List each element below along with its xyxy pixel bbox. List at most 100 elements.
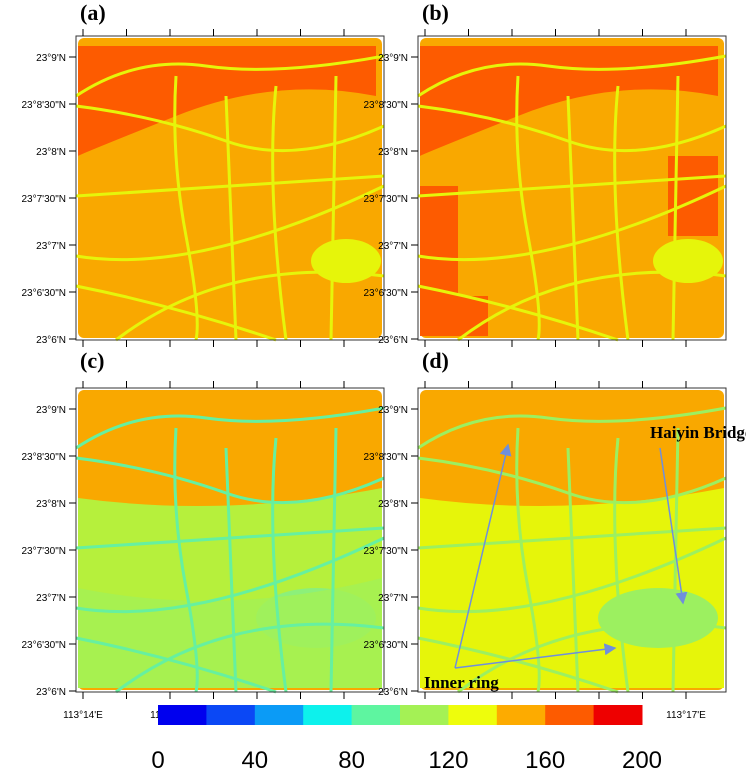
- road-line: [417, 184, 727, 262]
- panel-label-c: (c): [80, 348, 105, 373]
- map-panel-c: 23°9'N 23°8'30"N 23°8'N 23°7'30"N 23°7'N 23°6…: [22, 381, 385, 721]
- high-value-area: [420, 156, 718, 336]
- colorbar-tick-label: 0: [151, 747, 164, 774]
- colorbar-tick-label: 40: [241, 747, 268, 774]
- y-tick-label: 23°8'N: [36, 147, 66, 158]
- y-tick-label: 23°6'30"N: [22, 640, 67, 651]
- y-tick-label: 23°6'N: [378, 687, 408, 698]
- road-line: [566, 95, 580, 341]
- road-line: [75, 284, 277, 342]
- colorbar-swatch: [303, 705, 353, 725]
- road-line: [329, 75, 338, 341]
- lake-area: [311, 239, 381, 283]
- y-tick-label: 23°7'30"N: [22, 194, 67, 205]
- colorbar-swatch: [158, 705, 207, 725]
- map-panel-d: 23°9'N 23°8'30"N 23°8'N 23°7'30"N 23°7'N 23°6…: [364, 381, 727, 721]
- y-tick-label: 23°7'N: [378, 241, 408, 252]
- road-line: [457, 622, 727, 694]
- colorbar-swatch: [400, 705, 449, 725]
- colorbar-tick-label: 120: [428, 747, 468, 774]
- high-value-area: [419, 46, 718, 156]
- y-tick-label: 23°8'30"N: [364, 452, 409, 463]
- road-line: [75, 456, 385, 505]
- road-line: [417, 636, 619, 694]
- y-tick-label: 23°7'30"N: [364, 194, 409, 205]
- arrow: [454, 643, 617, 669]
- road-line: [671, 75, 680, 341]
- map-panel-b: 23°9'N 23°8'30"N 23°8'N 23°7'30"N 23°7'N 23°6…: [364, 29, 727, 347]
- colorbar-tick-label: 80: [338, 747, 365, 774]
- colorbar-swatch: [206, 705, 256, 725]
- road-line: [115, 270, 385, 342]
- road-line: [75, 406, 385, 450]
- road-line: [515, 427, 541, 693]
- high-value-area: [77, 46, 376, 156]
- road-line: [224, 447, 238, 693]
- y-tick-label: 23°8'30"N: [364, 100, 409, 111]
- y-tick-label: 23°6'N: [378, 335, 408, 346]
- road-line: [417, 54, 727, 98]
- colorbar-swatch: [448, 705, 498, 725]
- colorbar-tick-label: 160: [525, 747, 565, 774]
- road-line: [417, 406, 727, 450]
- y-tick-label: 23°7'30"N: [364, 546, 409, 557]
- x-tick-label: 113°14'E: [63, 710, 103, 721]
- y-tick-label: 23°7'N: [36, 593, 66, 604]
- road-line: [417, 284, 619, 342]
- road-line: [115, 622, 385, 694]
- colorbar: 0 40 80 120 160 200: [151, 705, 662, 774]
- y-tick-label: 23°6'30"N: [364, 640, 409, 651]
- panel-frame: [75, 35, 385, 341]
- colorbar-tick-label: 200: [622, 747, 662, 774]
- panel-frame: [417, 35, 727, 341]
- road-line: [417, 536, 727, 614]
- road-line: [75, 536, 385, 614]
- colorbar-swatch: [254, 705, 304, 725]
- road-line: [417, 456, 727, 505]
- road-line: [566, 447, 580, 693]
- y-tick-label: 23°7'N: [36, 241, 66, 252]
- road-line: [671, 427, 680, 693]
- annotations: Haiyin Bridge Inner ring: [424, 423, 746, 692]
- y-tick-label: 23°7'N: [378, 593, 408, 604]
- y-tick-label: 23°9'N: [378, 53, 408, 64]
- annotation-inner-ring: Inner ring: [424, 673, 499, 692]
- y-tick-label: 23°8'30"N: [22, 100, 67, 111]
- y-tick-label: 23°9'N: [36, 405, 66, 416]
- lake-area: [653, 239, 723, 283]
- y-tick-label: 23°8'N: [378, 499, 408, 510]
- road-line: [75, 104, 385, 153]
- colorbar-swatch: [545, 705, 595, 725]
- y-tick-label: 23°6'30"N: [22, 288, 67, 299]
- road-line: [457, 270, 727, 342]
- arrow: [659, 447, 688, 605]
- road-line: [417, 104, 727, 153]
- y-tick-label: 23°8'N: [36, 499, 66, 510]
- y-tick-label: 23°8'N: [378, 147, 408, 158]
- panel-label-d: (d): [422, 348, 449, 373]
- colorbar-swatch: [351, 705, 401, 725]
- x-tick-label: 113°17'E: [666, 710, 706, 721]
- y-tick-label: 23°8'30"N: [22, 452, 67, 463]
- road-line: [515, 75, 541, 341]
- road-line: [75, 54, 385, 98]
- low-value-area: [78, 578, 382, 688]
- colorbar-swatch: [496, 705, 546, 725]
- panel-frame: [75, 387, 385, 693]
- road-line: [613, 85, 630, 341]
- road-line: [271, 85, 288, 341]
- y-tick-label: 23°9'N: [378, 405, 408, 416]
- road-line: [75, 184, 385, 262]
- y-tick-label: 23°9'N: [36, 53, 66, 64]
- road-line: [224, 95, 238, 341]
- road-line: [173, 75, 199, 341]
- panel-frame: [417, 387, 727, 693]
- panel-label-b: (b): [422, 0, 449, 25]
- y-tick-label: 23°6'N: [36, 687, 66, 698]
- annotation-haiyin-bridge: Haiyin Bridge: [650, 423, 746, 442]
- road-line: [271, 437, 288, 693]
- lake-area: [598, 588, 718, 648]
- road-line: [173, 427, 199, 693]
- road-line: [75, 636, 277, 694]
